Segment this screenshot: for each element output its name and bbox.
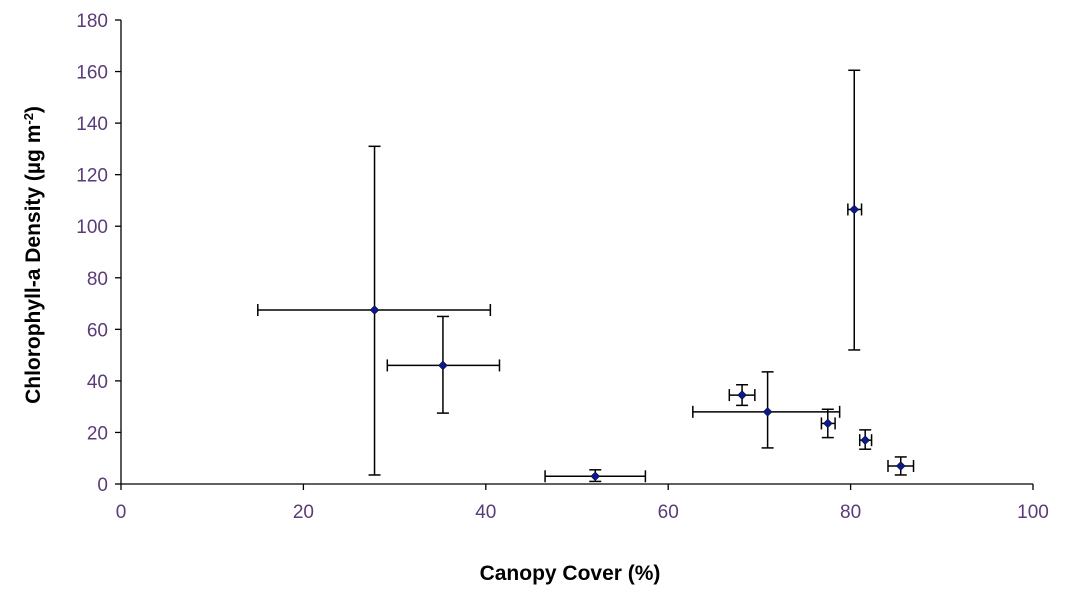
y-tick-label: 160	[76, 63, 108, 84]
data-point	[860, 435, 871, 446]
data-point	[895, 461, 906, 471]
y-tick-label: 40	[87, 372, 108, 393]
data-point	[762, 406, 773, 417]
y-tick-label: 180	[76, 11, 108, 32]
data-point	[822, 418, 833, 429]
axes	[120, 20, 1033, 485]
y-axis-title: Chlorophyll-a Density (µg m-2)	[21, 106, 46, 404]
x-tick-label: 0	[116, 502, 127, 523]
error-bars	[257, 69, 915, 483]
x-tick-label: 60	[658, 502, 679, 523]
x-ticks: 0 20 40 60 80 100	[116, 484, 1049, 523]
y-tick-label: 20	[87, 423, 108, 444]
y-ticks: 0 20 40 60 80 100 120 140 160 180	[76, 11, 121, 496]
data-point	[438, 360, 448, 371]
x-tick-label: 80	[840, 502, 861, 523]
data-point	[369, 305, 380, 315]
data-point	[590, 471, 601, 482]
x-tick-label: 40	[475, 502, 496, 523]
y-tick-label: 60	[87, 320, 108, 341]
x-tick-label: 20	[293, 502, 314, 523]
y-axis-title-superscript: -2	[21, 113, 36, 125]
y-tick-label: 80	[87, 269, 108, 290]
x-axis-title: Canopy Cover (%)	[480, 562, 661, 585]
y-axis-title-close: )	[22, 106, 45, 113]
data-point	[849, 204, 860, 215]
data-points	[369, 204, 906, 482]
y-tick-label: 140	[76, 114, 108, 135]
y-tick-label: 100	[76, 217, 108, 238]
y-axis-title-main: Chlorophyll-a Density (µg m	[22, 125, 45, 404]
y-tick-label: 0	[97, 475, 108, 496]
data-point	[737, 390, 747, 400]
y-tick-label: 120	[76, 166, 108, 187]
x-tick-label: 100	[1017, 502, 1049, 523]
